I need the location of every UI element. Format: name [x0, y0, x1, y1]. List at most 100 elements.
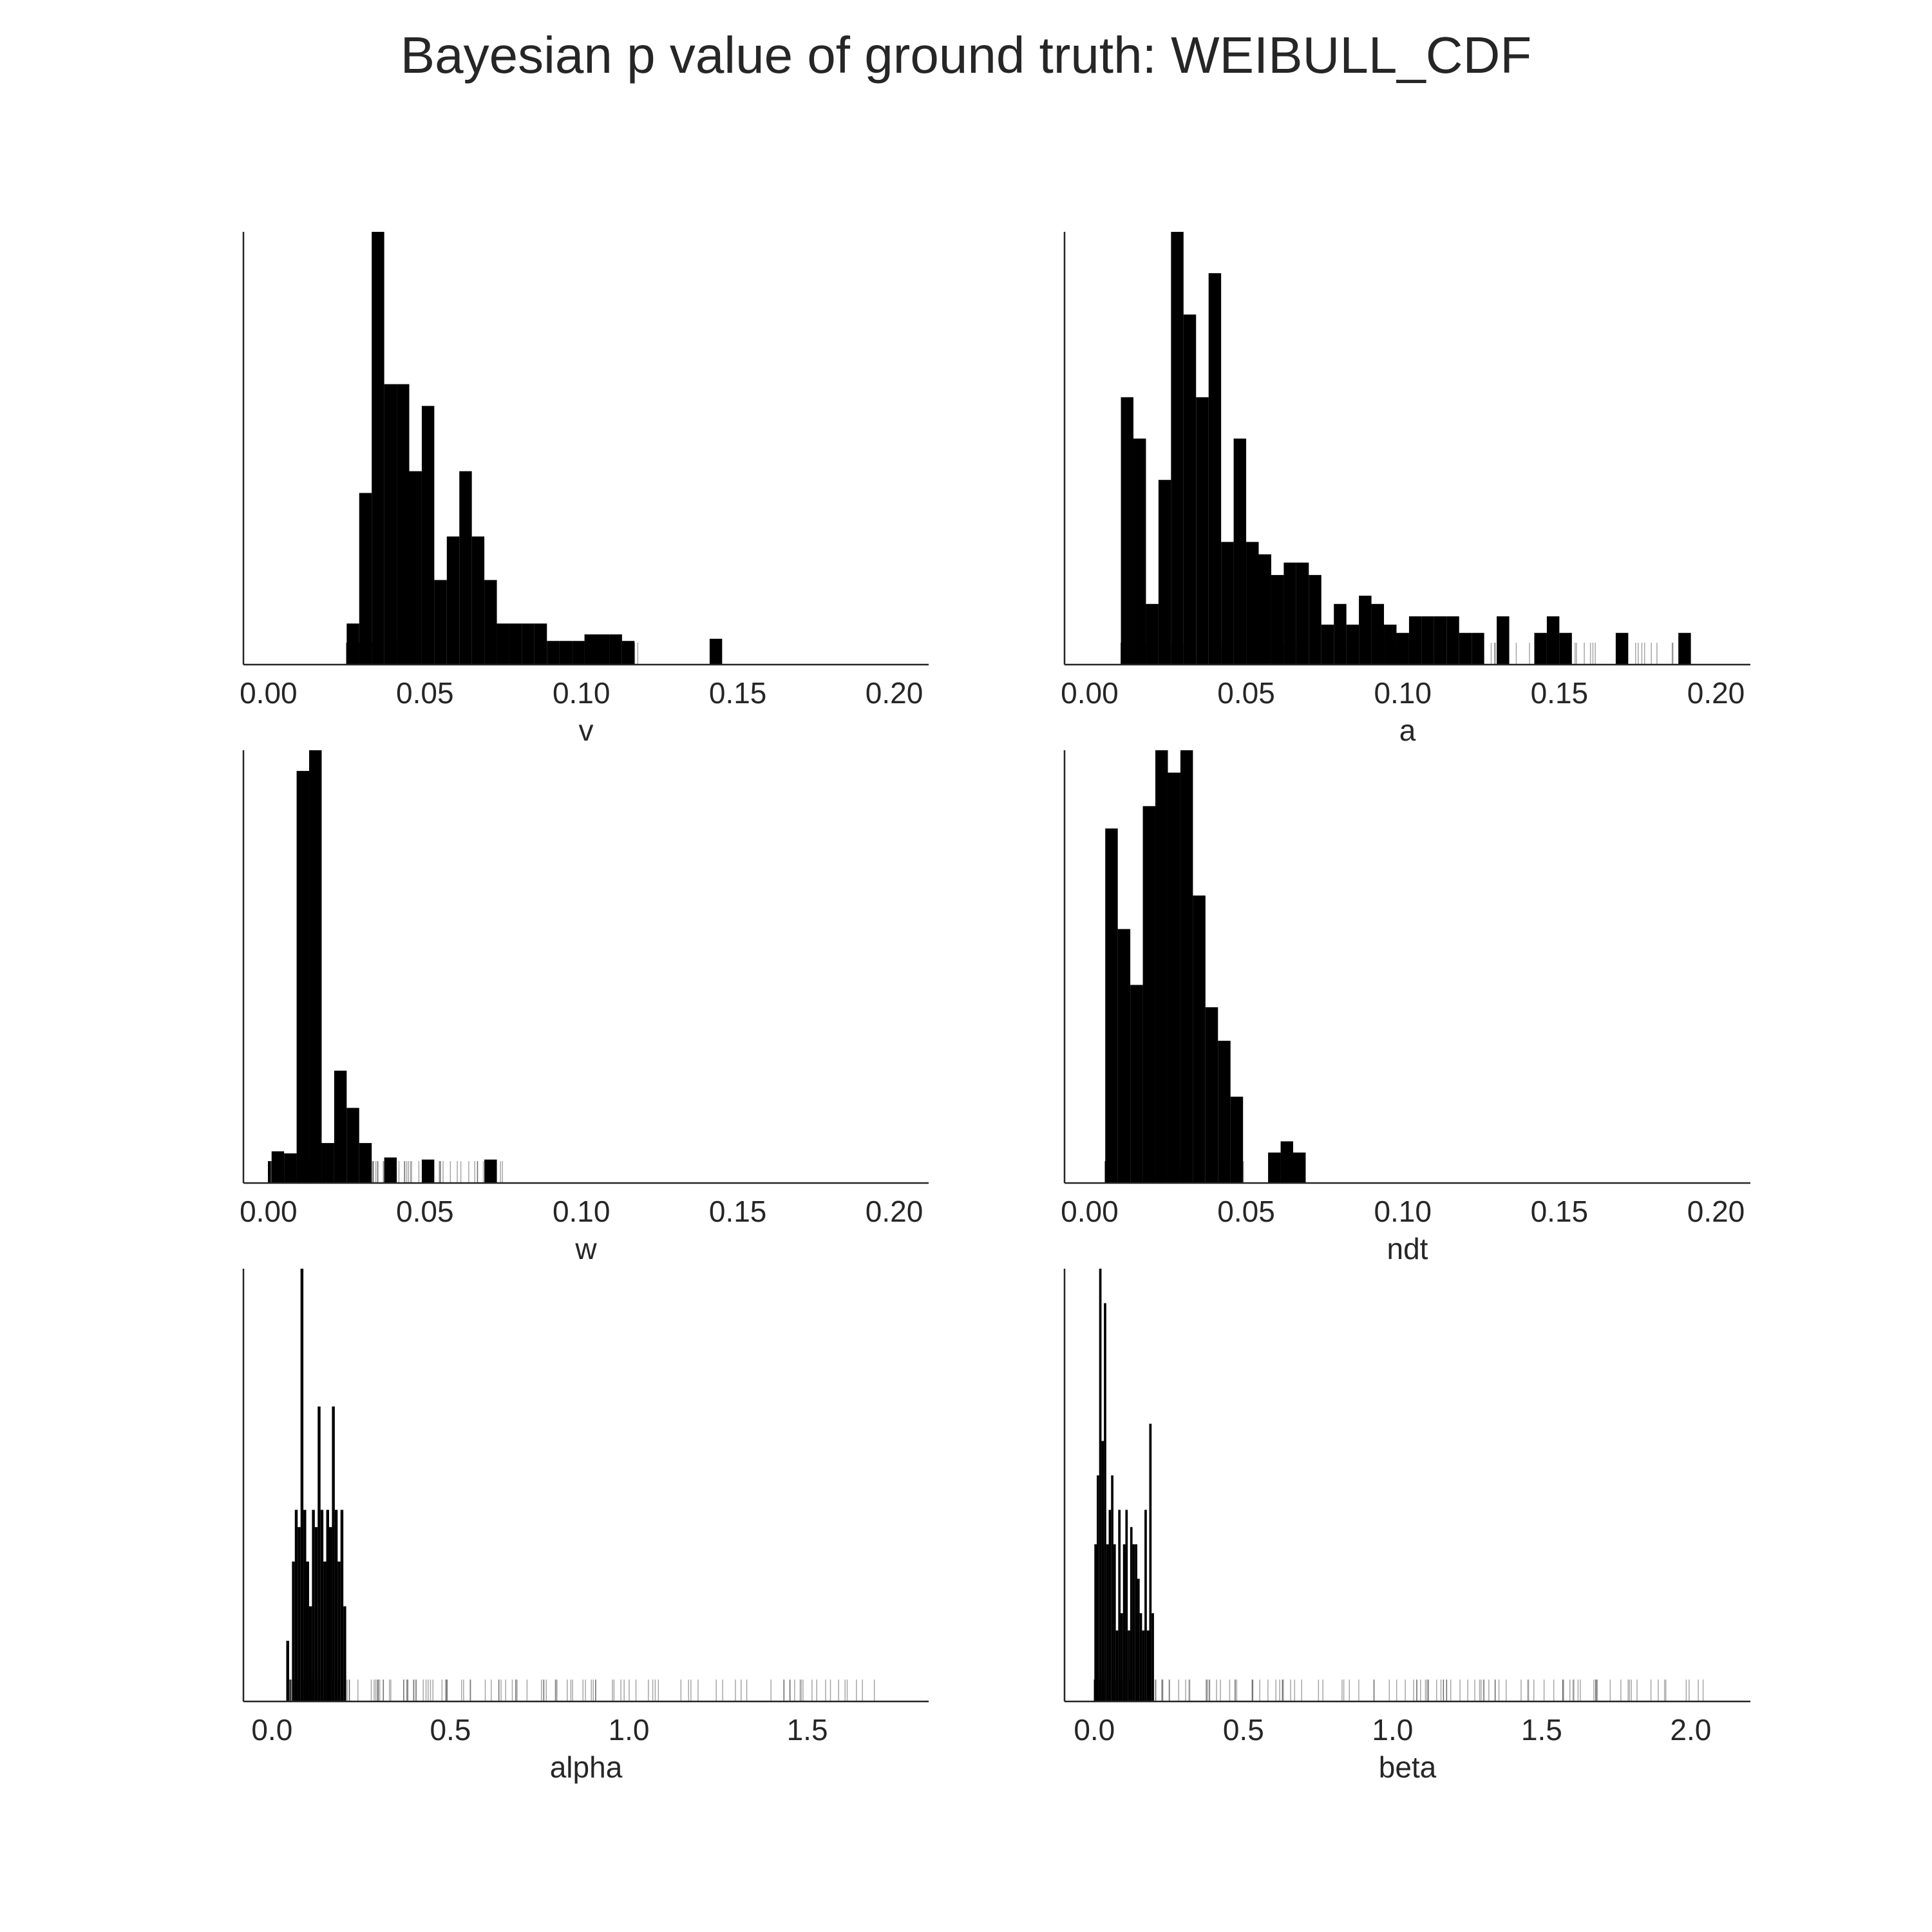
histogram-bar	[1205, 1007, 1218, 1183]
histogram-bar	[329, 1527, 332, 1701]
x-tick-label: 0.20	[866, 676, 923, 710]
histogram-bar	[1094, 1544, 1097, 1701]
histogram-bar	[1196, 397, 1209, 665]
histogram-bar	[1396, 632, 1409, 665]
x-tick-label: 0.0	[251, 1713, 292, 1747]
histogram-bar	[1097, 1475, 1099, 1701]
histogram-bar	[1408, 616, 1422, 665]
histogram-bar	[314, 1527, 318, 1701]
histogram-bar	[284, 1153, 297, 1183]
histogram-bar	[359, 1142, 372, 1183]
histogram-bar	[1133, 439, 1146, 665]
histogram-bar	[459, 471, 472, 665]
histogram-bar	[1111, 1475, 1113, 1701]
histogram-bar	[372, 232, 384, 665]
histogram-bar	[509, 623, 522, 665]
histogram-bar	[1434, 616, 1447, 665]
x-tick-label: 0.00	[1061, 1195, 1119, 1228]
histogram-bar	[1615, 632, 1629, 665]
histogram-bar	[547, 641, 560, 665]
x-axis-label: a	[1399, 714, 1416, 747]
histogram-bar	[1459, 632, 1472, 665]
histogram-bar	[296, 771, 310, 1183]
histogram-bar	[497, 623, 509, 665]
histogram-bar	[286, 1640, 289, 1701]
histogram-bar	[1359, 595, 1372, 665]
histogram-bar	[709, 638, 723, 665]
histogram-bar	[1233, 439, 1247, 665]
x-tick-label: 0.05	[396, 676, 454, 710]
histogram-bar	[1271, 574, 1284, 665]
histogram-bar	[1559, 632, 1572, 665]
x-tick-label: 0.00	[1061, 676, 1119, 710]
histogram-bar	[609, 634, 622, 665]
histogram-bar	[1146, 1630, 1150, 1701]
histogram-bar	[446, 536, 460, 665]
histogram-bar	[1151, 1613, 1154, 1701]
histogram-bar	[621, 641, 635, 665]
histogram-bar	[1193, 895, 1206, 1183]
histogram-bar	[1472, 632, 1484, 665]
histogram-bar	[306, 1561, 309, 1701]
x-tick-label: 2.0	[1670, 1713, 1711, 1747]
x-axis-label: v	[579, 714, 594, 747]
histogram-bar	[1130, 1527, 1133, 1701]
histogram-bar	[1321, 624, 1334, 665]
histogram-bar	[572, 641, 585, 665]
x-tick-label: 0.0	[1074, 1713, 1115, 1747]
page-title: Bayesian p value of ground truth: WEIBUL…	[400, 26, 1532, 84]
histogram-bar	[409, 471, 422, 665]
histogram-bar	[1122, 1544, 1126, 1701]
x-tick-label: 0.10	[1374, 1195, 1432, 1228]
histogram-bar	[1534, 632, 1547, 665]
histogram-bar	[1371, 603, 1385, 665]
histogram-bar	[597, 634, 610, 665]
histogram-bar	[1108, 1510, 1112, 1701]
histogram-bar	[384, 1157, 397, 1183]
histogram-bar	[320, 1510, 324, 1701]
histogram-bar	[1446, 616, 1459, 665]
histogram-bar	[1121, 1613, 1123, 1701]
histogram-bar	[308, 1606, 312, 1701]
histogram-bar	[340, 1510, 344, 1701]
histogram-bar	[1283, 562, 1296, 665]
x-tick-label: 0.15	[709, 676, 767, 710]
histogram-bar	[1293, 1152, 1306, 1183]
histogram-bar	[1183, 314, 1197, 665]
histogram-bar	[1296, 562, 1309, 665]
histogram-bar	[421, 406, 435, 665]
histogram-bar	[1099, 1269, 1102, 1701]
x-tick-label: 0.20	[1687, 1195, 1745, 1228]
histogram-bar	[1146, 603, 1159, 665]
histogram-bar	[1168, 772, 1180, 1183]
histogram-bar	[559, 641, 573, 665]
histogram-bar	[1180, 750, 1193, 1183]
histogram-bar	[1497, 616, 1510, 665]
histogram-bar	[1115, 1630, 1119, 1701]
x-tick-label: 0.05	[1217, 1195, 1275, 1228]
histogram-bar	[1155, 750, 1168, 1183]
histogram-bar	[321, 1142, 334, 1183]
x-tick-label: 0.05	[1217, 676, 1275, 710]
histogram-bar	[1125, 1510, 1128, 1701]
x-axis-label: ndt	[1387, 1232, 1428, 1265]
histogram-bar	[1258, 554, 1271, 665]
histogram-bar	[334, 1510, 338, 1701]
histogram-bar	[1139, 1613, 1142, 1701]
histogram-bar	[1106, 1544, 1109, 1701]
x-tick-label: 0.00	[240, 676, 298, 710]
histogram-bar	[1384, 624, 1397, 665]
histogram-bar	[484, 580, 497, 665]
x-tick-label: 1.0	[609, 1713, 650, 1747]
x-tick-label: 0.15	[709, 1195, 767, 1228]
x-axis-label: alpha	[550, 1750, 623, 1784]
histogram-bar	[271, 1151, 285, 1183]
histogram-bar	[326, 1510, 329, 1701]
histogram-bar	[1121, 397, 1133, 665]
histogram-bar	[1142, 806, 1156, 1183]
histogram-bar	[1132, 1544, 1135, 1701]
histogram-bar	[434, 580, 447, 665]
x-axis-label: beta	[1379, 1750, 1437, 1784]
histogram-bar	[346, 623, 359, 665]
